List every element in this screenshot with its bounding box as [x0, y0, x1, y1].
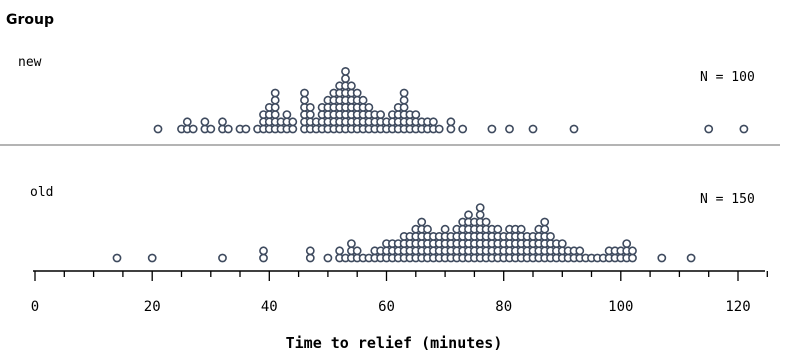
data-dot-new	[376, 110, 385, 119]
data-dot-old	[540, 217, 550, 227]
data-dot-old	[557, 239, 567, 248]
x-tick-label: 60	[378, 299, 395, 315]
data-dot-new	[528, 124, 538, 134]
data-dot-new	[341, 67, 350, 76]
data-dot-old	[352, 246, 362, 256]
data-dot-old	[346, 239, 356, 248]
data-dot-new	[218, 117, 227, 127]
data-dot-old	[622, 239, 632, 248]
data-dot-old	[540, 224, 550, 234]
data-dot-old	[628, 253, 637, 263]
data-dot-old	[305, 253, 315, 263]
data-dot-new	[399, 88, 409, 98]
panel-n-new: N = 100	[700, 70, 755, 85]
data-dot-new	[739, 124, 749, 134]
x-tick-label: 100	[608, 299, 633, 315]
data-dot-old	[475, 210, 485, 220]
data-dot-old	[546, 231, 555, 241]
data-dot-new	[341, 74, 350, 83]
data-dot-new	[569, 124, 579, 134]
data-dot-old	[259, 246, 268, 256]
data-dot-new	[270, 103, 280, 112]
data-dot-new	[300, 88, 309, 98]
data-dot-new	[288, 117, 298, 127]
data-dot-old	[323, 253, 333, 263]
data-dot-old	[475, 203, 485, 212]
data-dot-new	[352, 88, 362, 98]
data-dot-new	[346, 81, 356, 91]
data-dot-new	[223, 124, 233, 134]
data-dot-new	[300, 95, 309, 105]
panel-n-old: N = 150	[700, 192, 755, 207]
data-dot-new	[428, 117, 438, 127]
data-dot-new	[282, 110, 292, 119]
data-dot-new	[241, 124, 251, 134]
x-tick-label: 120	[725, 299, 750, 315]
data-dot-new	[399, 95, 409, 105]
panel-label-new: new	[18, 55, 42, 70]
x-axis-ticks: 0 20 40 60 80 100 120	[31, 271, 768, 315]
data-dot-new	[487, 124, 497, 134]
dots-panel-new	[153, 67, 749, 134]
data-dot-new	[206, 124, 216, 134]
data-dot-new	[288, 124, 298, 134]
dots-panel-old	[112, 203, 696, 263]
data-dot-new	[434, 124, 444, 134]
data-dot-new	[188, 124, 198, 134]
data-dot-old	[259, 253, 268, 263]
data-dot-old	[575, 246, 585, 256]
data-dot-new	[411, 110, 421, 119]
x-tick-label: 20	[144, 299, 161, 315]
data-dot-new	[270, 88, 280, 98]
chart-title: Group	[6, 12, 54, 28]
data-dot-new	[399, 103, 409, 112]
data-dot-new	[364, 103, 374, 112]
data-dot-old	[112, 253, 122, 263]
data-dot-new	[505, 124, 514, 134]
data-dot-old	[305, 246, 315, 256]
data-dot-new	[358, 95, 368, 105]
data-dot-new	[200, 117, 210, 127]
data-dot-old	[493, 224, 503, 234]
data-dot-old	[628, 246, 637, 256]
data-dot-old	[423, 224, 432, 234]
data-dot-new	[446, 117, 456, 127]
panel-label-old: old	[30, 185, 53, 200]
data-dot-new	[305, 110, 315, 119]
data-dot-old	[335, 246, 344, 256]
data-dot-old	[417, 217, 427, 227]
data-dot-new	[182, 117, 192, 127]
data-dot-old	[686, 253, 696, 263]
data-dot-new	[458, 124, 468, 134]
data-dot-new	[305, 103, 315, 112]
x-tick-label: 80	[495, 299, 512, 315]
data-dot-old	[516, 224, 526, 234]
data-dot-new	[704, 124, 714, 134]
data-dot-old	[657, 253, 667, 263]
data-dot-new	[270, 95, 280, 105]
data-dot-old	[440, 224, 450, 234]
data-dot-old	[481, 217, 491, 227]
data-dot-old	[464, 210, 473, 220]
data-dot-new	[153, 124, 163, 134]
data-dot-new	[446, 124, 456, 134]
x-tick-label: 40	[261, 299, 278, 315]
x-axis-title: Time to relief (minutes)	[286, 334, 503, 352]
data-dot-old	[218, 253, 227, 263]
x-tick-label: 0	[31, 299, 39, 315]
data-dot-new	[270, 110, 280, 119]
data-dot-old	[147, 253, 157, 263]
